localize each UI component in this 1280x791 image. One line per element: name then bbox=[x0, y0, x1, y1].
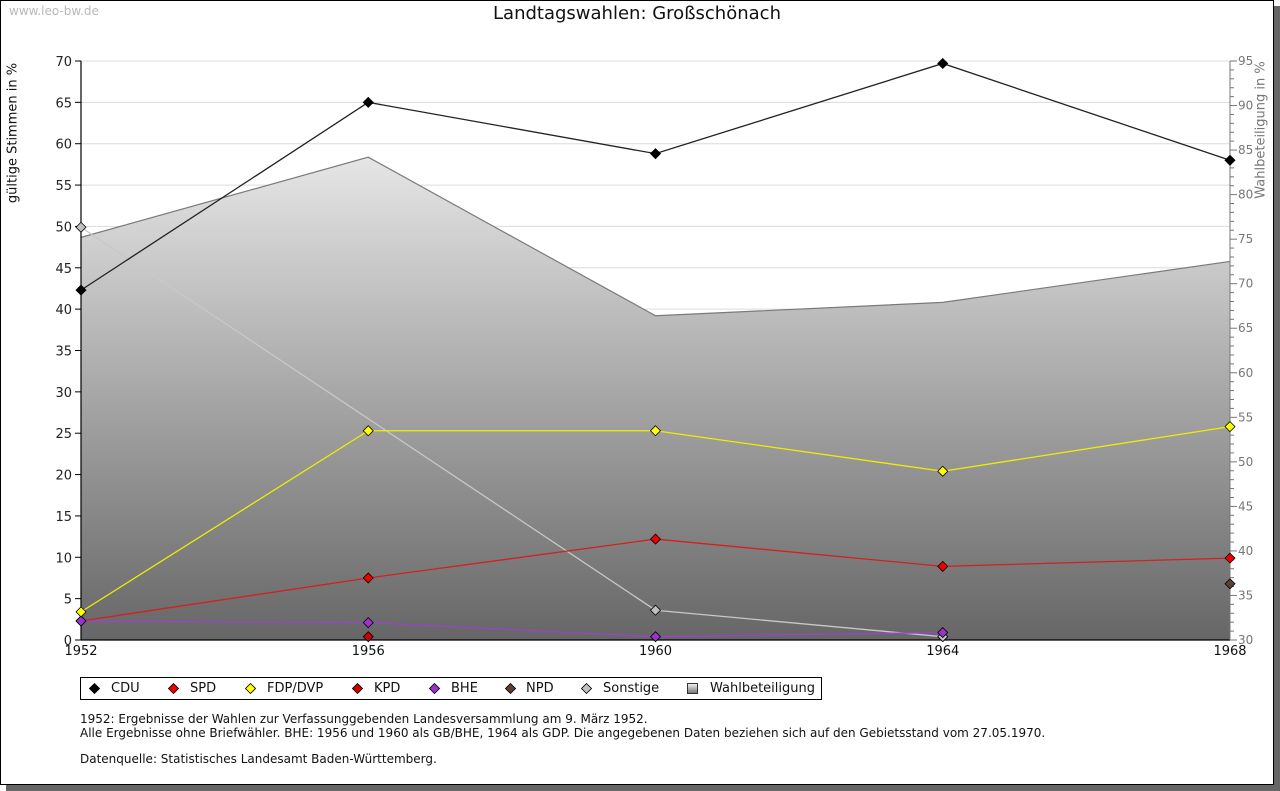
chart-legend: CDU SPD FDP/DVP KPD BHE NPD Sonstige Wah… bbox=[80, 677, 822, 700]
data-point-cdu bbox=[649, 148, 662, 160]
y-tick-label: 5 bbox=[64, 593, 72, 608]
data-point-cdu bbox=[75, 284, 87, 296]
data-source: Datenquelle: Statistisches Landesamt Bad… bbox=[80, 752, 437, 766]
series-line-bhe bbox=[80, 620, 943, 638]
area-wahlbeteiligung-outline bbox=[80, 156, 1231, 317]
data-point-spd bbox=[937, 560, 949, 572]
y-tick-label: 55 bbox=[55, 179, 72, 194]
x-tick-label: 1964 bbox=[926, 644, 959, 659]
y-tick-label: 65 bbox=[55, 96, 72, 111]
data-point-fdp-dvp bbox=[75, 606, 87, 618]
data-point-sonstige bbox=[75, 221, 87, 233]
y2-tick-label: 55 bbox=[1238, 410, 1253, 424]
y-tick-label: 15 bbox=[55, 510, 72, 525]
y-tick-label: 50 bbox=[55, 220, 72, 235]
y-tick-label: 70 bbox=[55, 55, 72, 70]
legend-label-kpd: KPD bbox=[374, 681, 401, 696]
x-tick-label: 1968 bbox=[1213, 644, 1246, 659]
legend-label-bhe: BHE bbox=[451, 681, 478, 696]
legend-label-npd: NPD bbox=[526, 681, 554, 696]
legend-label-fdp-dvp: FDP/DVP bbox=[267, 681, 324, 696]
y2-tick-label: 35 bbox=[1238, 588, 1253, 602]
legend-label-spd: SPD bbox=[190, 681, 217, 696]
legend-marker-sonstige bbox=[581, 683, 592, 694]
legend-marker-cdu bbox=[89, 683, 100, 694]
footnote-briefwaehler: Alle Ergebnisse ohne Briefwähler. BHE: 1… bbox=[80, 726, 1046, 740]
x-tick-label: 1960 bbox=[639, 644, 672, 659]
y2-tick-label: 60 bbox=[1238, 366, 1253, 380]
data-point-fdp-dvp bbox=[649, 425, 662, 437]
legend-marker-spd bbox=[168, 683, 179, 694]
x-tick-label: 1952 bbox=[64, 644, 97, 659]
data-point-cdu bbox=[1224, 154, 1236, 166]
data-point-sonstige bbox=[649, 604, 662, 616]
y2-tick-label: 65 bbox=[1238, 321, 1253, 335]
data-point-bhe bbox=[649, 631, 662, 643]
legend-label-wahlbeteiligung: Wahlbeteiligung bbox=[710, 681, 816, 696]
y2-tick-label: 95 bbox=[1238, 54, 1253, 68]
y2-tick-label: 40 bbox=[1238, 544, 1253, 558]
chart-title: Landtagswahlen: Großschönach bbox=[493, 3, 781, 24]
legend-marker-kpd bbox=[352, 683, 363, 694]
y-tick-label: 40 bbox=[55, 303, 72, 318]
y2-tick-label: 75 bbox=[1238, 232, 1253, 246]
y-tick-label: 10 bbox=[55, 551, 72, 566]
y2-tick-label: 90 bbox=[1238, 99, 1253, 113]
legend-label-sonstige: Sonstige bbox=[603, 681, 660, 696]
legend-marker-bhe bbox=[429, 683, 440, 694]
data-point-cdu bbox=[937, 57, 949, 70]
area-wahlbeteiligung bbox=[81, 157, 1230, 641]
legend-label-cdu: CDU bbox=[111, 681, 140, 696]
y-tick-label: 30 bbox=[55, 386, 72, 401]
y2-tick-label: 45 bbox=[1238, 499, 1253, 513]
legend-marker-npd bbox=[505, 683, 516, 694]
y-tick-label: 0 bbox=[64, 634, 72, 649]
data-point-cdu bbox=[362, 96, 374, 108]
footnote-1952: 1952: Ergebnisse der Wahlen zur Verfassu… bbox=[80, 712, 648, 726]
legend-marker-fdp-dvp bbox=[245, 683, 256, 694]
data-point-fdp-dvp bbox=[1224, 421, 1236, 433]
y2-tick-label: 30 bbox=[1238, 633, 1253, 647]
data-point-fdp-dvp bbox=[937, 465, 949, 477]
data-point-bhe bbox=[75, 615, 87, 627]
data-point-bhe bbox=[937, 626, 949, 639]
data-point-spd bbox=[362, 572, 374, 584]
data-point-spd bbox=[649, 533, 662, 545]
y2-tick-label: 50 bbox=[1238, 455, 1253, 469]
x-tick-label: 1956 bbox=[352, 644, 385, 659]
data-point-spd bbox=[1224, 552, 1236, 564]
legend-swatch-wahlbeteiligung bbox=[687, 683, 698, 694]
y-tick-label: 35 bbox=[55, 345, 72, 360]
data-point-bhe bbox=[362, 617, 374, 629]
y2-tick-label: 70 bbox=[1238, 277, 1253, 291]
y2-tick-label: 85 bbox=[1238, 143, 1253, 157]
y2-tick-label: 80 bbox=[1238, 188, 1253, 202]
y-tick-label: 45 bbox=[55, 262, 72, 277]
data-point-npd bbox=[1224, 578, 1236, 590]
data-point-kpd bbox=[362, 631, 374, 643]
data-point-fdp-dvp bbox=[362, 425, 374, 437]
y-tick-label: 60 bbox=[55, 138, 72, 153]
y-tick-label: 25 bbox=[55, 427, 72, 442]
watermark: www.leo-bw.de bbox=[9, 4, 99, 18]
y-tick-label: 20 bbox=[55, 469, 72, 484]
